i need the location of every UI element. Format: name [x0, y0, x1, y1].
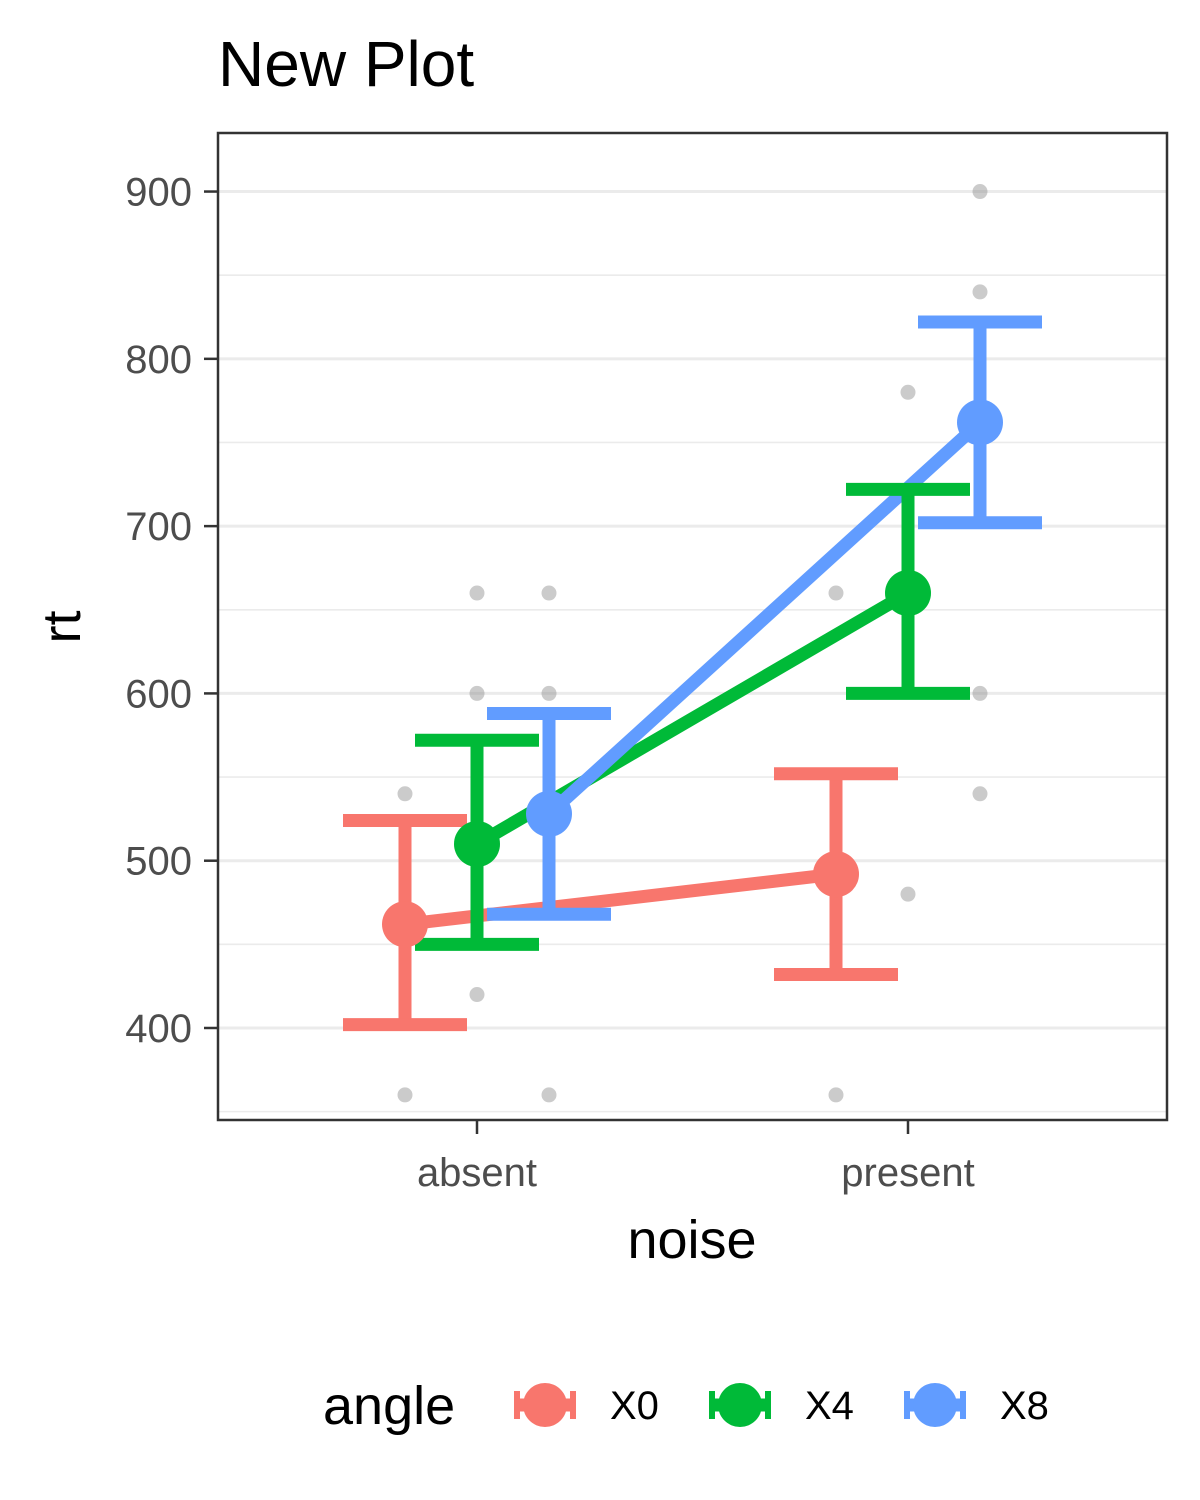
- series-line-X8: [544, 417, 985, 819]
- legend-label: X4: [805, 1384, 854, 1428]
- x-axis-title: noise: [627, 1210, 756, 1270]
- raw-point-X8-absent: [541, 585, 557, 601]
- raw-point-X0-present: [828, 585, 844, 601]
- raw-point-X0-present: [828, 1087, 844, 1103]
- y-tick-label: 800: [125, 338, 192, 382]
- raw-point-X4-absent: [469, 987, 485, 1003]
- raw-point-X0-absent: [397, 786, 413, 802]
- legend-item-X0: X0: [514, 1383, 659, 1428]
- raw-point-X8-absent: [541, 685, 557, 701]
- raw-point-X8-present: [972, 184, 988, 200]
- raw-points-layer: [397, 184, 988, 1103]
- mean-points-layer: [382, 399, 1003, 948]
- mean-point-X4-present: [885, 570, 931, 617]
- series-line-X0: [404, 867, 837, 931]
- mean-point-X0-present: [813, 851, 859, 898]
- y-tick-label: 400: [125, 1007, 192, 1051]
- chart-title: New Plot: [218, 28, 474, 100]
- mean-point-X0-absent: [382, 901, 428, 948]
- legend-key-point: [913, 1383, 957, 1427]
- y-tick-label: 600: [125, 672, 192, 716]
- y-axis-title: rt: [32, 611, 92, 644]
- legend-items: X0 X4 X8: [514, 1383, 1049, 1428]
- axis-layer: 400 500 600 700 800 900 absent present: [125, 171, 974, 1195]
- x-tick-label: absent: [417, 1151, 537, 1195]
- y-tick-label: 900: [125, 171, 192, 215]
- legend: angle X0 X4 X8: [323, 1376, 1049, 1436]
- legend-key-point: [523, 1383, 567, 1427]
- raw-point-X8-absent: [541, 1087, 557, 1103]
- legend-item-X4: X4: [709, 1383, 854, 1428]
- raw-point-X4-present: [900, 886, 916, 902]
- y-tick-label: 700: [125, 505, 192, 549]
- mean-point-X8-present: [957, 399, 1003, 446]
- raw-point-X8-present: [972, 284, 988, 300]
- x-tick-label: present: [841, 1151, 974, 1195]
- raw-point-X4-absent: [469, 585, 485, 601]
- legend-key-point: [718, 1383, 762, 1427]
- plot-panel-border: [216, 131, 1169, 1122]
- mean-point-X4-absent: [454, 820, 500, 867]
- raw-point-X0-absent: [397, 1087, 413, 1103]
- mean-point-X8-absent: [526, 790, 572, 837]
- raw-point-X4-absent: [469, 685, 485, 701]
- raw-point-X4-present: [900, 384, 916, 400]
- grid-layer: [218, 190, 1167, 1113]
- legend-title: angle: [323, 1376, 455, 1436]
- legend-item-X8: X8: [904, 1383, 1049, 1428]
- y-tick-label: 500: [125, 840, 192, 884]
- raw-point-X8-present: [972, 685, 988, 701]
- legend-label: X8: [1000, 1384, 1049, 1428]
- raw-point-X8-present: [972, 786, 988, 802]
- legend-label: X0: [610, 1384, 659, 1428]
